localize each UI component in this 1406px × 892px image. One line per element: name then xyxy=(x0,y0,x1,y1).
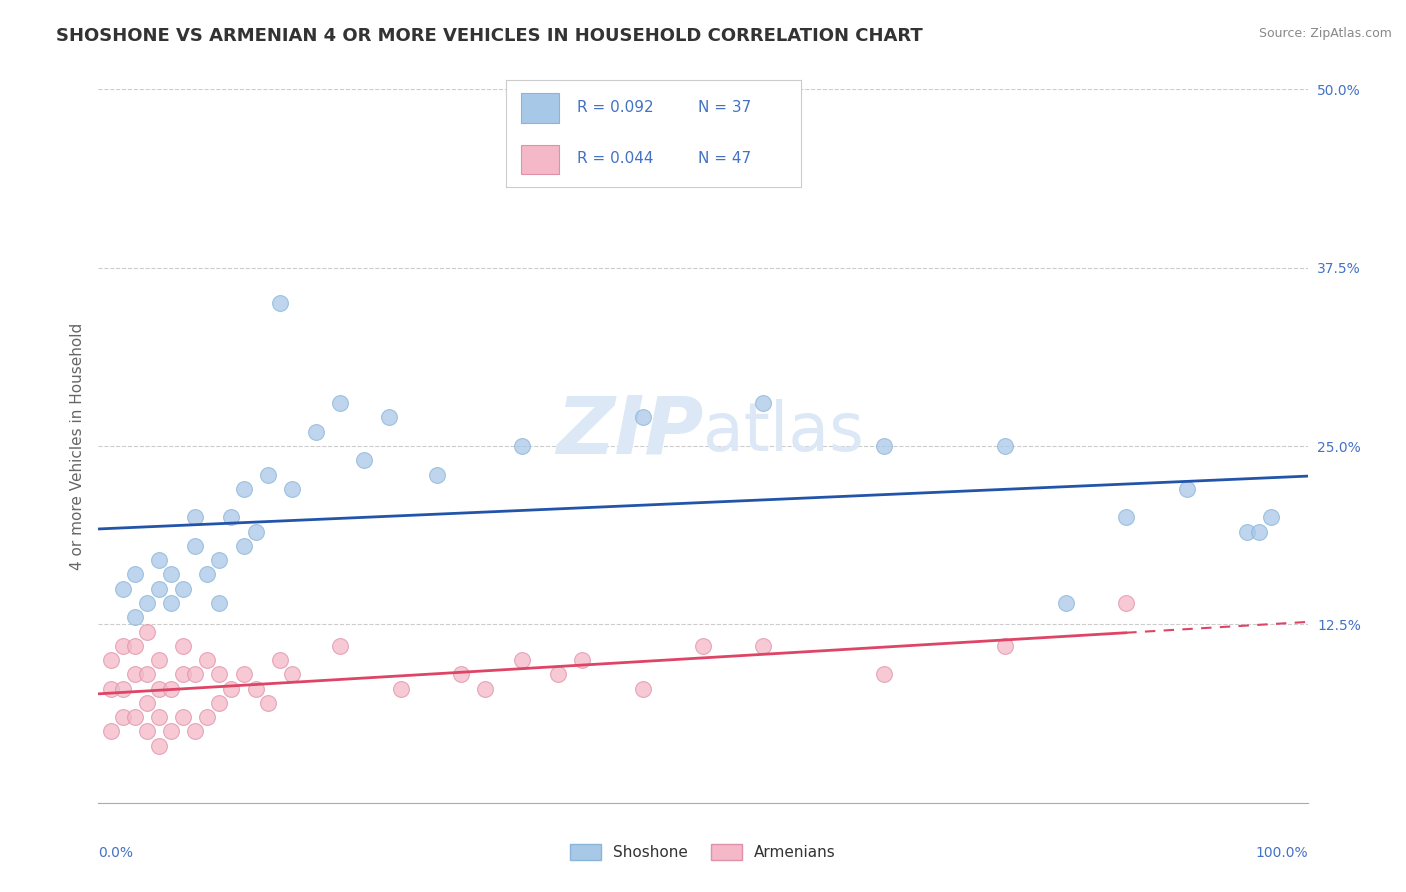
Point xyxy=(752,396,775,410)
Point xyxy=(100,724,122,739)
Point xyxy=(329,639,352,653)
Point xyxy=(631,681,654,696)
Point xyxy=(692,639,714,653)
Point xyxy=(994,639,1017,653)
Point xyxy=(111,710,134,724)
Point xyxy=(124,667,146,681)
Point xyxy=(256,467,278,482)
Point xyxy=(124,610,146,624)
Point xyxy=(160,681,183,696)
Point xyxy=(208,667,231,681)
Text: R = 0.092: R = 0.092 xyxy=(576,100,654,114)
Point xyxy=(148,653,170,667)
Point xyxy=(377,410,399,425)
Point xyxy=(450,667,472,681)
Point xyxy=(184,539,207,553)
Point xyxy=(752,639,775,653)
Point xyxy=(184,510,207,524)
Point xyxy=(100,681,122,696)
Text: N = 47: N = 47 xyxy=(697,151,751,166)
Point xyxy=(148,553,170,567)
Point xyxy=(245,524,267,539)
Point xyxy=(135,667,157,681)
Point xyxy=(172,582,194,596)
Point xyxy=(571,653,593,667)
Point xyxy=(111,582,134,596)
Point xyxy=(221,681,243,696)
Point xyxy=(195,653,218,667)
Point xyxy=(184,667,207,681)
Point xyxy=(329,396,352,410)
Text: ZIP: ZIP xyxy=(555,392,703,471)
Point xyxy=(160,567,183,582)
Point xyxy=(172,667,194,681)
Text: atlas: atlas xyxy=(703,399,863,465)
Text: Source: ZipAtlas.com: Source: ZipAtlas.com xyxy=(1258,27,1392,40)
Text: R = 0.044: R = 0.044 xyxy=(576,151,654,166)
Point xyxy=(1260,510,1282,524)
Point xyxy=(160,596,183,610)
Point xyxy=(269,653,291,667)
Point xyxy=(232,539,254,553)
Point xyxy=(184,724,207,739)
Point xyxy=(148,710,170,724)
Point xyxy=(510,653,533,667)
Point xyxy=(305,425,328,439)
Text: 100.0%: 100.0% xyxy=(1256,846,1308,860)
Point xyxy=(111,681,134,696)
Point xyxy=(389,681,412,696)
Legend: Shoshone, Armenians: Shoshone, Armenians xyxy=(564,838,842,866)
Point xyxy=(1249,524,1271,539)
Point xyxy=(1115,596,1137,610)
Point xyxy=(281,667,304,681)
Point xyxy=(195,710,218,724)
Point xyxy=(135,724,157,739)
Point xyxy=(221,510,243,524)
Point xyxy=(100,653,122,667)
Point xyxy=(232,482,254,496)
Point xyxy=(1054,596,1077,610)
Point xyxy=(510,439,533,453)
Point xyxy=(547,667,569,681)
Point xyxy=(474,681,496,696)
Point xyxy=(245,681,267,696)
Point xyxy=(1236,524,1258,539)
Point xyxy=(195,567,218,582)
Y-axis label: 4 or more Vehicles in Household: 4 or more Vehicles in Household xyxy=(69,322,84,570)
Point xyxy=(208,553,231,567)
Point xyxy=(1175,482,1198,496)
Point xyxy=(135,596,157,610)
Point xyxy=(124,567,146,582)
Point xyxy=(148,681,170,696)
Point xyxy=(148,739,170,753)
Point xyxy=(148,582,170,596)
Point xyxy=(281,482,304,496)
Point xyxy=(631,410,654,425)
Point xyxy=(160,724,183,739)
Point xyxy=(353,453,375,467)
Point xyxy=(256,696,278,710)
FancyBboxPatch shape xyxy=(520,145,560,175)
Point xyxy=(124,639,146,653)
Text: SHOSHONE VS ARMENIAN 4 OR MORE VEHICLES IN HOUSEHOLD CORRELATION CHART: SHOSHONE VS ARMENIAN 4 OR MORE VEHICLES … xyxy=(56,27,922,45)
Point xyxy=(172,710,194,724)
Text: N = 37: N = 37 xyxy=(697,100,751,114)
Point xyxy=(426,467,449,482)
Point xyxy=(135,624,157,639)
Text: 0.0%: 0.0% xyxy=(98,846,134,860)
Point xyxy=(232,667,254,681)
Point xyxy=(208,696,231,710)
Point xyxy=(873,439,896,453)
Point xyxy=(124,710,146,724)
Point xyxy=(994,439,1017,453)
Point xyxy=(269,296,291,310)
Point xyxy=(111,639,134,653)
Point xyxy=(135,696,157,710)
FancyBboxPatch shape xyxy=(520,93,560,123)
Point xyxy=(172,639,194,653)
Point xyxy=(1115,510,1137,524)
Point xyxy=(208,596,231,610)
Point xyxy=(873,667,896,681)
